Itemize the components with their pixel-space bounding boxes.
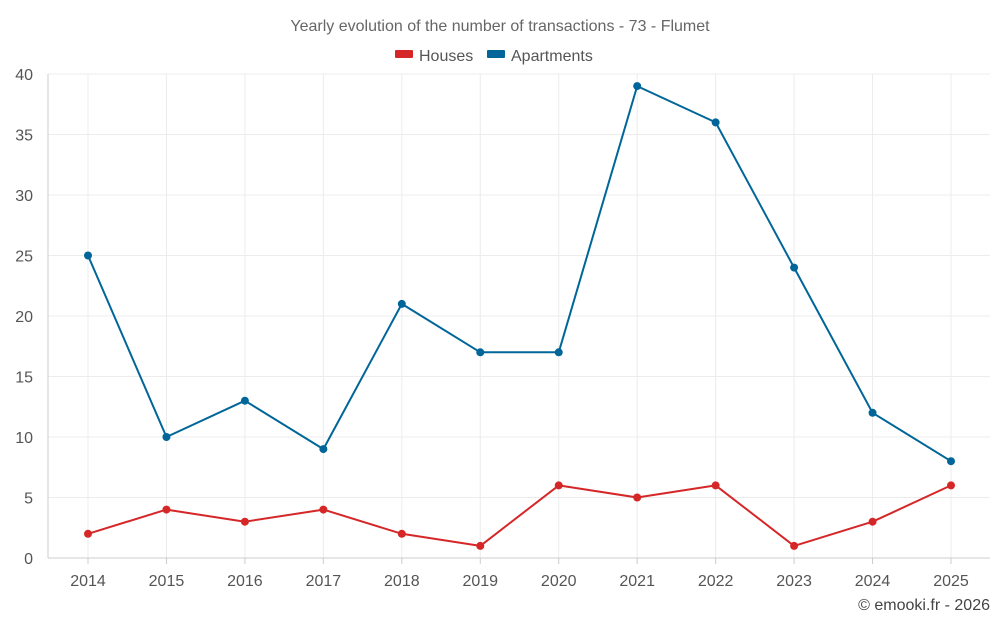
data-point-houses[interactable] [162, 505, 171, 514]
data-point-apartments[interactable] [162, 433, 171, 441]
legend-swatch-apartments [487, 50, 505, 58]
data-point-apartments[interactable] [711, 118, 720, 127]
data-point-houses[interactable] [476, 541, 485, 550]
data-point-apartments[interactable] [790, 263, 799, 272]
series-line-houses [87, 484, 952, 547]
data-point-apartments[interactable] [947, 457, 955, 466]
series-houses [84, 481, 955, 550]
data-point-houses[interactable] [711, 481, 720, 490]
legend-item-houses[interactable]: Houses [395, 48, 473, 65]
y-tick-label: 10 [15, 430, 33, 447]
legend: Houses Apartments [395, 48, 593, 65]
data-point-houses[interactable] [790, 541, 799, 550]
x-tick-label: 2025 [933, 573, 969, 590]
y-tick-label: 15 [15, 370, 33, 387]
x-tick-label: 2019 [462, 573, 498, 590]
y-tick-label: 25 [15, 249, 33, 266]
x-tick-label: 2015 [149, 573, 185, 590]
y-tick-label: 20 [15, 309, 33, 326]
credit-text: © emooki.fr - 2026 [858, 597, 990, 614]
x-tick-label: 2014 [70, 573, 106, 590]
legend-item-apartments[interactable]: Apartments [487, 48, 593, 65]
data-point-apartments[interactable] [868, 408, 877, 417]
data-point-houses[interactable] [554, 481, 563, 490]
x-tick-label: 2022 [698, 573, 734, 590]
y-tick-label: 0 [24, 551, 33, 568]
legend-label-apartments: Apartments [511, 48, 593, 65]
chart-title: Yearly evolution of the number of transa… [290, 18, 710, 35]
series-apartments [84, 82, 955, 466]
data-point-houses[interactable] [397, 529, 406, 538]
data-point-apartments[interactable] [476, 348, 485, 357]
x-tick-label: 2023 [776, 573, 812, 590]
y-tick-label: 40 [15, 67, 33, 84]
x-tick-label: 2024 [855, 573, 891, 590]
data-point-apartments[interactable] [633, 82, 642, 91]
y-tick-label: 30 [15, 188, 33, 205]
data-point-houses[interactable] [947, 481, 955, 490]
data-point-apartments[interactable] [240, 396, 249, 405]
y-tick-label: 35 [15, 128, 33, 145]
series-line-apartments [87, 85, 952, 463]
x-tick-label: 2020 [541, 573, 577, 590]
series-layer [84, 82, 955, 550]
grid [48, 73, 990, 558]
x-tick-label: 2016 [227, 573, 263, 590]
x-tick-label: 2021 [619, 573, 655, 590]
data-point-apartments[interactable] [397, 299, 406, 308]
data-point-houses[interactable] [633, 493, 642, 502]
x-tick-label: 2018 [384, 573, 420, 590]
data-point-apartments[interactable] [319, 445, 328, 454]
legend-swatch-houses [395, 50, 413, 58]
data-point-houses[interactable] [240, 517, 249, 526]
data-point-houses[interactable] [868, 517, 877, 526]
data-point-apartments[interactable] [84, 251, 92, 260]
x-tick-label: 2017 [306, 573, 342, 590]
data-point-houses[interactable] [319, 505, 328, 514]
data-point-apartments[interactable] [554, 348, 563, 357]
y-tick-label: 5 [24, 491, 33, 508]
data-point-houses[interactable] [84, 529, 92, 538]
legend-label-houses: Houses [419, 48, 473, 65]
